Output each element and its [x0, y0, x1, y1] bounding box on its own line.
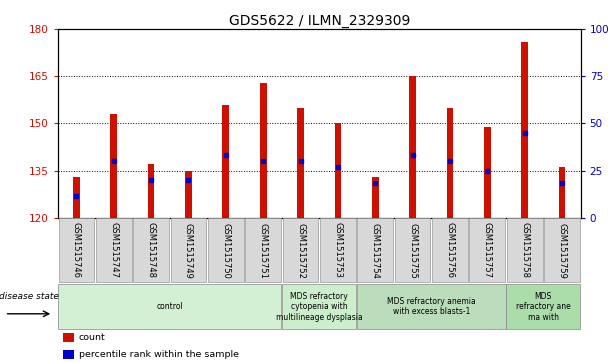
Bar [245, 219, 281, 282]
Bar [357, 284, 506, 329]
Text: GSM1515754: GSM1515754 [371, 223, 380, 278]
Text: GSM1515750: GSM1515750 [221, 223, 230, 278]
Bar [506, 284, 580, 329]
Text: GSM1515747: GSM1515747 [109, 223, 119, 278]
Bar [58, 219, 94, 282]
Bar [334, 123, 341, 218]
Bar [171, 219, 206, 282]
Text: GSM1515751: GSM1515751 [258, 223, 268, 278]
Bar [185, 171, 192, 218]
Text: count: count [78, 333, 105, 342]
Bar [282, 284, 356, 329]
Title: GDS5622 / ILMN_2329309: GDS5622 / ILMN_2329309 [229, 14, 410, 28]
Bar [409, 76, 416, 218]
Bar [111, 114, 117, 218]
Bar [559, 167, 565, 218]
Bar [63, 333, 75, 342]
Text: GSM1515755: GSM1515755 [408, 223, 417, 278]
Text: MDS refractory
cytopenia with
multilineage dysplasia: MDS refractory cytopenia with multilinea… [276, 292, 362, 322]
Bar [260, 82, 266, 218]
Bar [521, 42, 528, 218]
Bar [506, 219, 542, 282]
Bar [283, 219, 319, 282]
Bar [148, 164, 154, 218]
Bar [133, 219, 169, 282]
Text: GSM1515756: GSM1515756 [446, 223, 454, 278]
Bar [320, 219, 356, 282]
Text: GSM1515759: GSM1515759 [558, 223, 567, 278]
Bar [395, 219, 430, 282]
Bar [544, 219, 580, 282]
Text: control: control [156, 302, 183, 311]
Text: percentile rank within the sample: percentile rank within the sample [78, 350, 239, 359]
Text: disease state: disease state [0, 292, 59, 301]
Text: GSM1515746: GSM1515746 [72, 223, 81, 278]
Bar [58, 284, 282, 329]
Bar [297, 108, 304, 218]
Text: GSM1515749: GSM1515749 [184, 223, 193, 278]
Bar [63, 350, 75, 359]
Text: MDS
refractory ane
ma with: MDS refractory ane ma with [516, 292, 571, 322]
Bar [358, 219, 393, 282]
Bar [446, 108, 454, 218]
Bar [432, 219, 468, 282]
Bar [469, 219, 505, 282]
Bar [96, 219, 132, 282]
Bar [484, 127, 491, 218]
Bar [372, 177, 379, 218]
Text: GSM1515758: GSM1515758 [520, 223, 529, 278]
Text: GSM1515753: GSM1515753 [333, 223, 342, 278]
Bar [223, 105, 229, 218]
Text: GSM1515748: GSM1515748 [147, 223, 156, 278]
Text: GSM1515752: GSM1515752 [296, 223, 305, 278]
Bar [208, 219, 244, 282]
Bar [73, 177, 80, 218]
Text: MDS refractory anemia
with excess blasts-1: MDS refractory anemia with excess blasts… [387, 297, 475, 317]
Text: GSM1515757: GSM1515757 [483, 223, 492, 278]
